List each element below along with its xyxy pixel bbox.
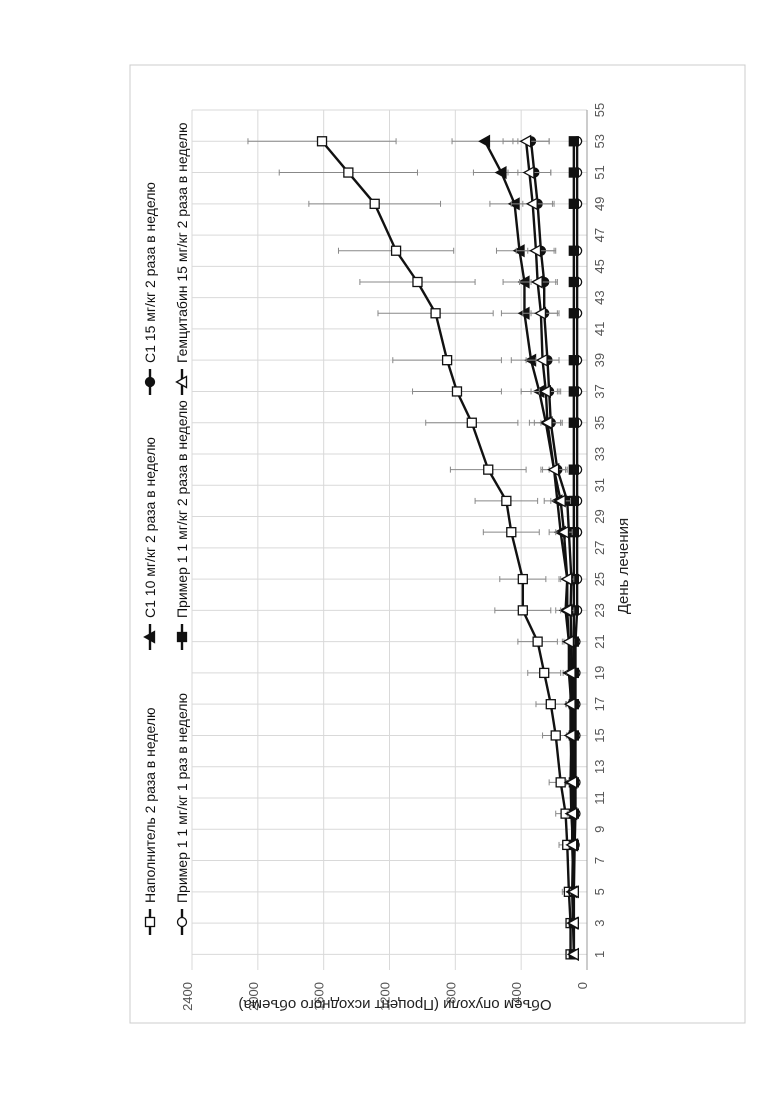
- x-axis-title: День лечения: [615, 518, 632, 614]
- data-point: [551, 731, 560, 740]
- x-tick-label: 49: [592, 197, 607, 211]
- x-tick-label: 1: [592, 951, 607, 958]
- data-point: [518, 606, 527, 615]
- data-point: [569, 309, 578, 318]
- data-point: [540, 668, 549, 677]
- legend-swatch-marker: [146, 918, 155, 927]
- data-point: [507, 528, 516, 537]
- outer-frame: [130, 65, 745, 1023]
- legend-swatch-marker: [178, 633, 187, 642]
- legend-item: Наполнитель 2 раза в неделю: [142, 708, 158, 936]
- data-point: [413, 278, 422, 287]
- data-point: [318, 137, 327, 146]
- x-tick-label: 43: [592, 290, 607, 304]
- data-point: [392, 246, 401, 255]
- legend-item: Пример 1 1 мг/кг 2 раза в неделю: [174, 400, 190, 650]
- legend-item: С1 15 мг/кг 2 раза в неделю: [142, 182, 158, 395]
- x-tick-label: 45: [592, 259, 607, 273]
- data-point: [569, 418, 578, 427]
- data-point: [518, 575, 527, 584]
- legend-marker: [146, 918, 155, 927]
- data-point: [569, 199, 578, 208]
- x-tick-label: 9: [592, 826, 607, 833]
- data-point: [569, 387, 578, 396]
- x-tick-label: 5: [592, 888, 607, 895]
- y-axis-title: Объем опухоли (Процент исходного объема): [238, 996, 551, 1013]
- legend-item: Гемцитабин 15 мг/кг 2 раза в неделю: [174, 123, 190, 395]
- x-tick-label: 51: [592, 165, 607, 179]
- x-tick-label: 25: [592, 572, 607, 586]
- x-tick-label: 41: [592, 322, 607, 336]
- x-tick-label: 47: [592, 228, 607, 242]
- data-point: [533, 637, 542, 646]
- legend-marker: [146, 378, 155, 387]
- x-tick-label: 17: [592, 697, 607, 711]
- legend-item: Пример 1 1 мг/кг 1 раз в неделю: [174, 693, 190, 935]
- legend-label: С1 15 мг/кг 2 раза в неделю: [142, 182, 158, 363]
- legend-item: С1 10 мг/кг 2 раза в неделю: [142, 437, 158, 650]
- data-point: [484, 465, 493, 474]
- data-point: [431, 309, 440, 318]
- legend-swatch-marker: [178, 918, 187, 927]
- x-tick-label: 21: [592, 634, 607, 648]
- x-tick-label: 39: [592, 353, 607, 367]
- legend-marker: [178, 633, 187, 642]
- data-point: [569, 168, 578, 177]
- x-tick-label: 33: [592, 447, 607, 461]
- legend-label: Наполнитель 2 раза в неделю: [142, 708, 158, 904]
- x-tick-label: 11: [592, 791, 607, 805]
- data-point: [443, 356, 452, 365]
- x-tick-label: 13: [592, 759, 607, 773]
- x-tick-label: 29: [592, 509, 607, 523]
- x-tick-label: 23: [592, 603, 607, 617]
- x-tick-label: 37: [592, 384, 607, 398]
- y-tick-label: 2400: [180, 982, 195, 1011]
- legend-marker: [178, 918, 187, 927]
- x-tick-label: 7: [592, 857, 607, 864]
- x-tick-label: 15: [592, 728, 607, 742]
- data-point: [569, 278, 578, 287]
- x-tick-label: 19: [592, 666, 607, 680]
- data-point: [546, 700, 555, 709]
- y-tick-label: 0: [575, 982, 590, 989]
- legend-swatch-marker: [146, 378, 155, 387]
- x-tick-label: 31: [592, 478, 607, 492]
- legend-label: Пример 1 1 мг/кг 2 раза в неделю: [174, 400, 190, 618]
- data-point: [467, 418, 476, 427]
- x-tick-label: 53: [592, 134, 607, 148]
- x-tick-label: 27: [592, 541, 607, 555]
- x-tick-label: 55: [592, 103, 607, 117]
- data-point: [344, 168, 353, 177]
- legend-label: Пример 1 1 мг/кг 1 раз в неделю: [174, 693, 190, 903]
- data-point: [569, 356, 578, 365]
- data-point: [452, 387, 461, 396]
- data-point: [502, 496, 511, 505]
- data-point: [569, 465, 578, 474]
- x-tick-label: 35: [592, 415, 607, 429]
- legend-label: С1 10 мг/кг 2 раза в неделю: [142, 437, 158, 618]
- x-tick-label: 3: [592, 919, 607, 926]
- data-point: [569, 137, 578, 146]
- data-point: [569, 246, 578, 255]
- data-point: [370, 199, 379, 208]
- legend-label: Гемцитабин 15 мг/кг 2 раза в неделю: [174, 123, 190, 363]
